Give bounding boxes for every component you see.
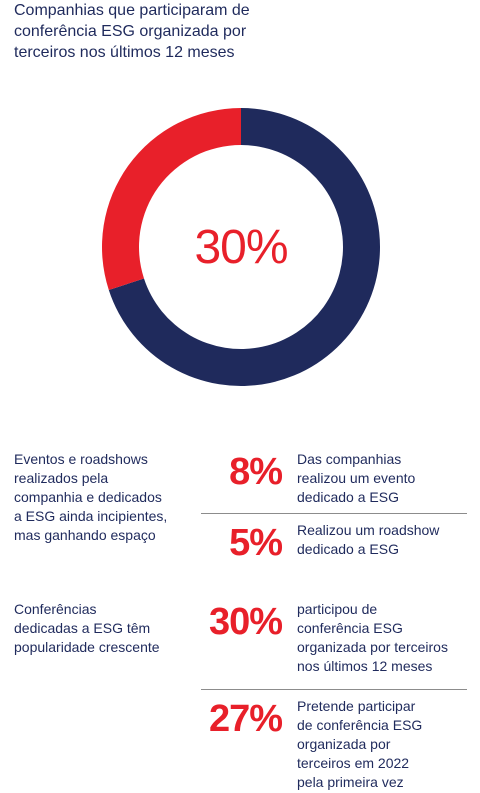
stat-description-line: dedicado a ESG bbox=[297, 541, 399, 557]
stat-description: Das companhias realizou um evento dedica… bbox=[297, 450, 472, 507]
stat-description-line: Das companhias bbox=[297, 451, 402, 467]
stat-value: 8% bbox=[229, 451, 283, 493]
stat-description: Pretende participar de conferência ESG o… bbox=[297, 697, 472, 792]
group-label-line: a ESG ainda incipientes, bbox=[14, 508, 168, 524]
stat-value: 5% bbox=[229, 522, 283, 564]
stat-description-line: de conferência ESG bbox=[297, 717, 423, 733]
group-label-line: Conferências bbox=[14, 601, 97, 617]
group-label-conferences: Conferências dedicadas a ESG têm popular… bbox=[14, 600, 194, 657]
stat-description-line: pela primeira vez bbox=[297, 774, 404, 790]
stat-value: 27% bbox=[208, 698, 283, 740]
chart-title: Companhias que participaram de conferênc… bbox=[14, 0, 314, 63]
stat-description: Realizou um roadshow dedicado a ESG bbox=[297, 521, 472, 559]
donut-chart: 30% bbox=[101, 107, 381, 387]
stat-description-line: nos últimos 12 meses bbox=[297, 658, 433, 674]
stat-description-line: organizada por terceiros bbox=[297, 639, 448, 655]
stat-description-line: participou de bbox=[297, 601, 378, 617]
divider bbox=[201, 689, 467, 690]
group-label-line: realizados pela bbox=[14, 470, 109, 486]
group-label-events: Eventos e roadshows realizados pela comp… bbox=[14, 450, 194, 545]
stat-description-line: conferência ESG bbox=[297, 620, 403, 636]
group-label-line: mas ganhando espaço bbox=[14, 527, 156, 543]
group-label-line: popularidade crescente bbox=[14, 639, 160, 655]
donut-chart-svg bbox=[101, 108, 380, 386]
group-label-line: dedicadas a ESG têm bbox=[14, 620, 151, 636]
chart-title-line: terceiros nos últimos 12 meses bbox=[14, 44, 235, 61]
stat-description-line: dedicado a ESG bbox=[297, 489, 399, 505]
stat-description: participou de conferência ESG organizada… bbox=[297, 600, 472, 676]
stat-description-line: Pretende participar bbox=[297, 698, 416, 714]
stat-description-line: terceiros em 2022 bbox=[297, 755, 410, 771]
stat-description-line: Realizou um roadshow bbox=[297, 522, 440, 538]
stat-value: 30% bbox=[208, 601, 283, 643]
stat-description-line: realizou um evento bbox=[297, 470, 416, 486]
donut-slice-red bbox=[101, 108, 241, 290]
chart-title-line: Companhias que participaram de bbox=[14, 2, 250, 19]
stat-description-line: organizada por bbox=[297, 736, 391, 752]
group-label-line: Eventos e roadshows bbox=[14, 451, 148, 467]
group-label-line: companhia e dedicados bbox=[14, 489, 162, 505]
chart-title-line: conferência ESG organizada por bbox=[14, 23, 247, 40]
divider bbox=[201, 513, 467, 514]
donut-center-label: 30% bbox=[194, 220, 288, 274]
